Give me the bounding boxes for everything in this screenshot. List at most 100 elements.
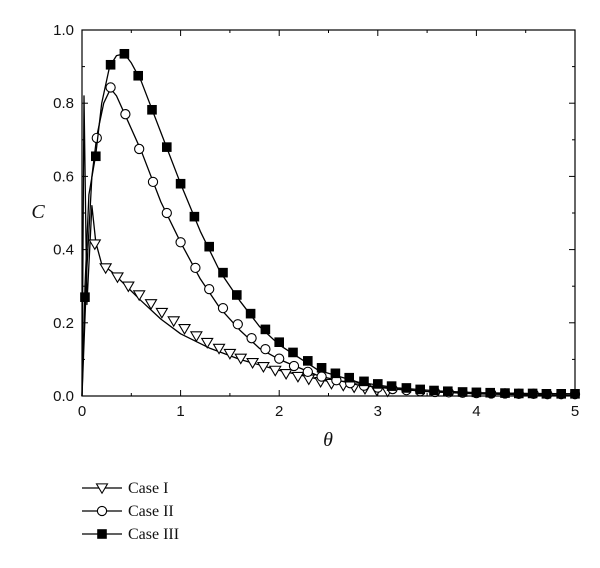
data-point [485,387,496,398]
y-tick-label: 0.8 [53,95,74,112]
data-point [401,383,412,393]
data-point [161,142,172,152]
data-point [288,360,300,372]
data-point [91,151,101,162]
data-point [429,385,439,396]
data-point [105,59,116,70]
data-point [189,211,200,222]
data-point [232,319,243,330]
data-point [274,353,285,364]
y-tick-label: 0.2 [53,315,74,332]
data-point [217,303,229,314]
series-1 [81,95,576,398]
data-point [190,262,201,274]
series-3 [80,48,580,399]
axis-ticks [81,29,576,397]
data-point [167,316,181,328]
data-point [147,104,157,115]
data-point [120,109,131,120]
data-point [316,371,327,382]
data-point [132,290,146,302]
legend-entry: Case II [82,503,174,520]
data-point [175,178,186,189]
data-point [147,176,159,188]
data-point [302,366,313,377]
data-point [359,376,369,387]
x-tick-label: 2 [275,403,283,420]
data-point [316,363,327,373]
data-point [556,389,566,399]
data-point [500,388,510,398]
data-point [245,308,256,319]
x-tick-label: 0 [78,403,86,420]
legend-marker [97,529,107,539]
legend-label: Case III [128,526,179,543]
data-point [218,267,228,278]
data-point [88,239,102,251]
data-point [111,272,124,284]
data-point [234,353,248,365]
data-point [471,387,482,398]
data-point [268,365,282,377]
series-layer [80,48,581,400]
y-tick-label: 0.6 [53,168,74,185]
data-point [279,368,293,380]
x-tick-label: 1 [176,403,184,420]
series-line [81,87,576,397]
data-point [189,331,203,343]
x-tick-label: 5 [571,403,579,420]
legend-entry: Case III [82,526,179,543]
legend: Case I Case II Case III [82,480,179,543]
data-point [330,368,341,379]
data-point [513,388,524,399]
data-point [204,241,214,252]
y-tick-label: 1.0 [53,22,74,39]
plot-border [81,29,576,397]
legend-marker [95,483,109,495]
data-point [204,283,215,295]
axis-tick-labels: 0 1 2 3 4 5 0.0 0.2 0.4 0.6 0.8 1.0 [53,22,579,420]
legend-label: Case I [128,480,168,497]
data-point [155,307,169,319]
data-point [256,362,270,374]
data-point [415,384,425,395]
data-point [161,207,172,219]
data-point [246,358,260,370]
data-point [200,337,214,349]
data-point [274,337,284,347]
data-point [260,324,271,335]
data-point [457,387,468,397]
data-point [288,347,298,358]
legend-marker [96,505,108,517]
data-point [443,386,453,397]
data-point [223,348,237,360]
data-point [144,299,158,311]
data-point [175,237,186,248]
data-point [541,389,552,399]
data-point [302,356,313,366]
y-tick-label: 0.4 [53,242,74,259]
series-2 [81,82,581,400]
data-point [386,381,397,391]
x-tick-label: 3 [374,403,382,420]
data-point [99,263,113,275]
legend-label: Case II [128,503,174,520]
data-point [134,143,145,155]
data-point [178,323,192,335]
y-axis-label: C [31,201,45,223]
data-point [80,292,90,302]
data-point [260,344,271,355]
data-point [570,389,580,399]
data-point [246,333,257,344]
series-line [81,95,576,397]
data-point [212,343,226,355]
y-tick-label: 0.0 [53,388,74,405]
data-point [232,290,242,300]
data-point [373,379,383,389]
data-point [119,48,130,59]
data-point [527,388,538,399]
data-point [121,281,135,293]
data-point [105,82,116,93]
data-point [291,371,305,383]
